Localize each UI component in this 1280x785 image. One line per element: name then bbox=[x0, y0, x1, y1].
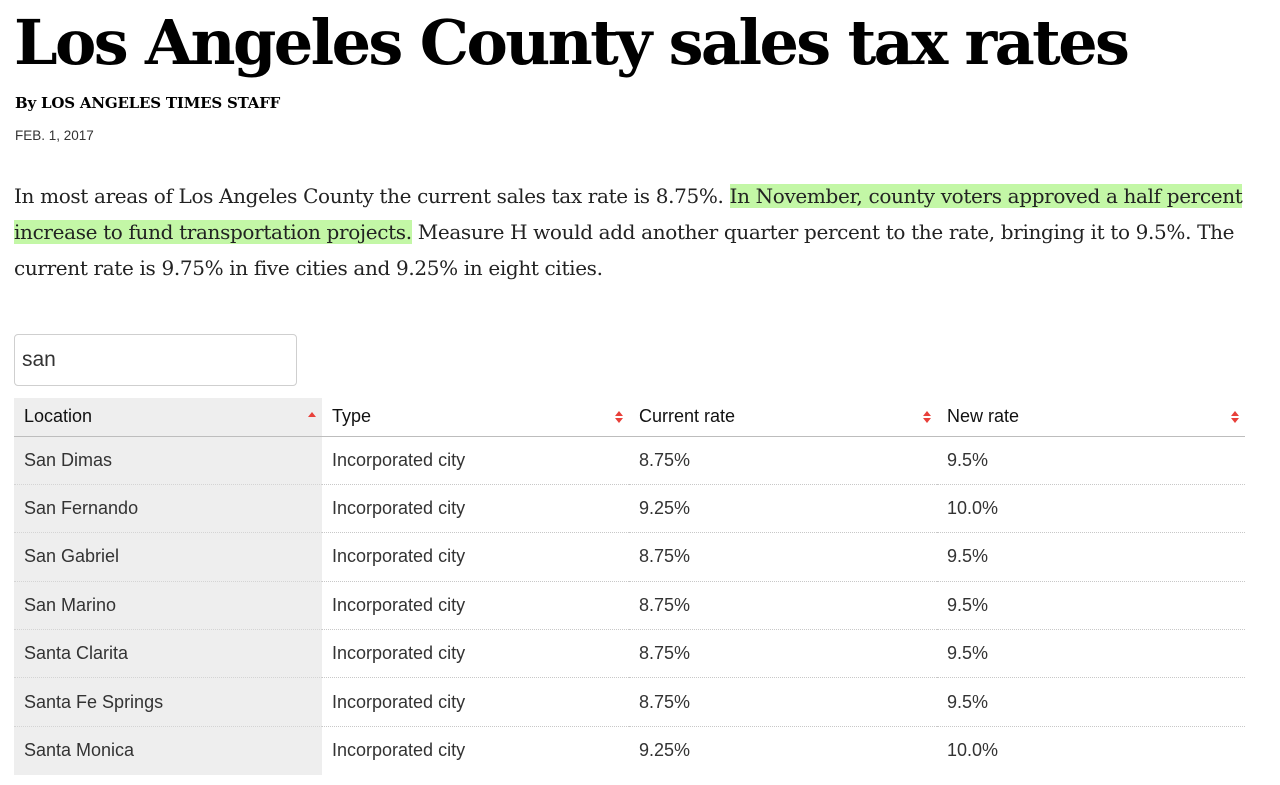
table-row: San Dimas Incorporated city 8.75% 9.5% bbox=[14, 436, 1245, 485]
cell-location: San Marino bbox=[14, 581, 322, 631]
cell-new-rate: 9.5% bbox=[937, 677, 1245, 727]
intro-text-continued: Measure H would add another quarter perc… bbox=[14, 220, 1235, 280]
publish-date: FEB. 1, 2017 bbox=[15, 128, 94, 143]
cell-new-rate: 9.5% bbox=[937, 436, 1245, 485]
cell-location: Santa Monica bbox=[14, 726, 322, 775]
table-row: San Gabriel Incorporated city 8.75% 9.5% bbox=[14, 532, 1245, 582]
cell-location: San Gabriel bbox=[14, 532, 322, 582]
cell-current-rate: 9.25% bbox=[639, 740, 691, 761]
cell-current-rate: 9.25% bbox=[629, 484, 937, 534]
byline: By LOS ANGELES TIMES STAFF bbox=[15, 94, 281, 112]
column-header-new-rate[interactable]: New rate bbox=[937, 398, 1245, 437]
cell-current-rate: 8.75% bbox=[629, 677, 937, 727]
sort-ascending-icon bbox=[308, 411, 318, 425]
cell-current-rate: 8.75% bbox=[629, 581, 937, 631]
column-header-label: Type bbox=[332, 406, 372, 427]
cell-location: Santa Clarita bbox=[14, 629, 322, 679]
cell-type: Incorporated city bbox=[322, 581, 629, 631]
column-header-current-rate[interactable]: Current rate bbox=[629, 398, 937, 437]
column-header-label: New rate bbox=[947, 406, 1020, 427]
cell-type: Incorporated city bbox=[322, 532, 629, 582]
table-row: San Marino Incorporated city 8.75% 9.5% bbox=[14, 581, 1245, 631]
cell-new-rate: 10.0% bbox=[947, 740, 999, 761]
cell-type: Incorporated city bbox=[322, 436, 629, 485]
sort-both-icon bbox=[923, 411, 933, 425]
cell-new-rate: 10.0% bbox=[937, 484, 1245, 534]
cell-new-rate: 9.5% bbox=[937, 629, 1245, 679]
cell-new-rate: 9.5% bbox=[937, 532, 1245, 582]
cell-type: Incorporated city bbox=[322, 677, 629, 727]
intro-paragraph: In most areas of Los Angeles County the … bbox=[14, 178, 1266, 286]
column-header-label: Location bbox=[24, 406, 93, 427]
column-header-label: Current rate bbox=[639, 406, 736, 427]
intro-text: In most areas of Los Angeles County the … bbox=[14, 184, 730, 208]
cell-location: San Dimas bbox=[14, 436, 322, 485]
column-header-location[interactable]: Location bbox=[14, 398, 322, 437]
table-row: Santa Fe Springs Incorporated city 8.75%… bbox=[14, 677, 1245, 727]
page-title: Los Angeles County sales tax rates bbox=[14, 6, 1130, 79]
sort-both-icon bbox=[1231, 411, 1241, 425]
cell-type: Incorporated city bbox=[332, 740, 466, 761]
search-input[interactable] bbox=[14, 334, 297, 386]
cell-new-rate: 9.5% bbox=[937, 581, 1245, 631]
table-row: Santa Clarita Incorporated city 8.75% 9.… bbox=[14, 629, 1245, 679]
cell-current-rate: 8.75% bbox=[629, 532, 937, 582]
cell-type: Incorporated city bbox=[322, 484, 629, 534]
column-header-type[interactable]: Type bbox=[322, 398, 629, 437]
table-row: Santa Monica Incorporated city 9.25% 10.… bbox=[14, 726, 1245, 775]
table-header-row: Location Type Current rate New rate bbox=[14, 398, 1245, 437]
tax-rates-table: Location Type Current rate New rate San … bbox=[14, 398, 1245, 775]
cell-location: San Fernando bbox=[14, 484, 322, 534]
sort-both-icon bbox=[615, 411, 625, 425]
cell-location: Santa Fe Springs bbox=[14, 677, 322, 727]
cell-current-rate: 8.75% bbox=[629, 629, 937, 679]
cell-type: Incorporated city bbox=[322, 629, 629, 679]
cell-current-rate: 8.75% bbox=[629, 436, 937, 485]
table-row: San Fernando Incorporated city 9.25% 10.… bbox=[14, 484, 1245, 534]
